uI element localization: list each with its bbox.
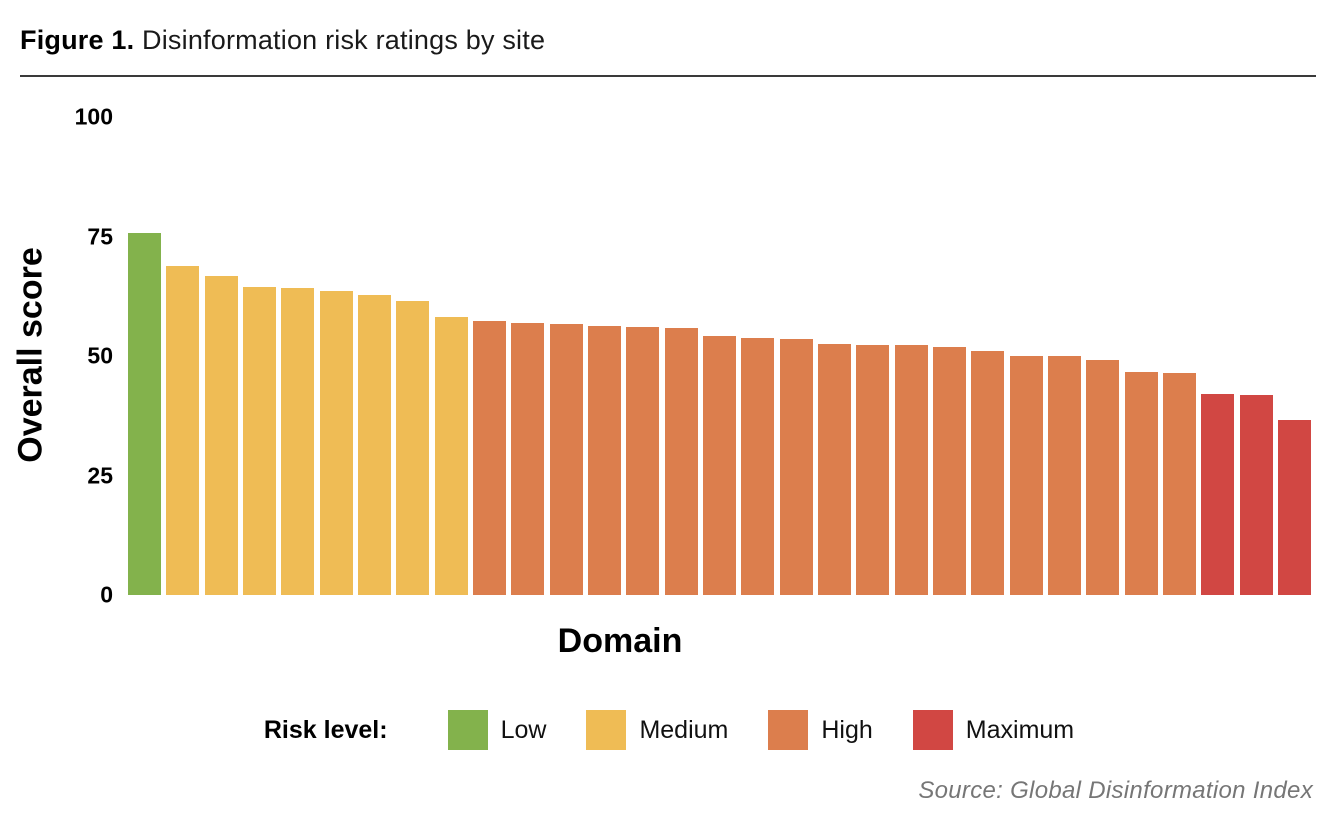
bar bbox=[434, 317, 468, 595]
bar bbox=[396, 300, 430, 595]
bar bbox=[856, 344, 890, 595]
bar bbox=[1162, 372, 1196, 595]
bar bbox=[664, 328, 698, 595]
y-tick-label-0: 0 bbox=[100, 581, 113, 608]
legend-item-medium: Medium bbox=[586, 710, 728, 750]
bar bbox=[1277, 419, 1311, 595]
legend-label-low: Low bbox=[500, 715, 547, 744]
y-tick-label-75: 75 bbox=[87, 223, 113, 249]
figure-number: Figure 1. bbox=[20, 25, 143, 55]
bar bbox=[242, 286, 276, 595]
bar bbox=[971, 350, 1005, 595]
bar-plot-area bbox=[128, 117, 1311, 595]
bar bbox=[779, 339, 813, 595]
bar bbox=[1124, 371, 1158, 595]
bar bbox=[1239, 394, 1273, 595]
bar bbox=[1086, 359, 1120, 595]
bar bbox=[281, 287, 315, 595]
source-credit: Source: Global Disinformation Index bbox=[918, 777, 1313, 804]
bar bbox=[549, 324, 583, 595]
title-divider bbox=[20, 75, 1316, 77]
legend-swatch-high bbox=[768, 710, 809, 750]
bar bbox=[1047, 356, 1081, 595]
bar bbox=[1009, 355, 1043, 595]
bar bbox=[741, 338, 775, 595]
y-tick-label-100: 100 bbox=[74, 103, 113, 130]
legend-swatch-maximum bbox=[912, 710, 953, 750]
bar bbox=[932, 346, 966, 595]
bar bbox=[511, 322, 545, 595]
legend-swatch-low bbox=[447, 710, 488, 750]
x-axis-title: Domain bbox=[557, 622, 683, 660]
bar bbox=[587, 326, 621, 595]
legend-item-maximum: Maximum bbox=[912, 710, 1075, 750]
bar bbox=[702, 336, 736, 595]
bar bbox=[357, 295, 391, 595]
bar bbox=[894, 345, 928, 595]
legend-title: Risk level: bbox=[263, 715, 388, 744]
risk-legend: Risk level: Low Medium High Maximum bbox=[0, 710, 1338, 750]
legend-label-high: High bbox=[821, 715, 873, 744]
bar bbox=[472, 320, 506, 595]
bar bbox=[817, 343, 851, 595]
bar bbox=[626, 327, 660, 595]
y-tick-label-50: 50 bbox=[87, 342, 113, 369]
figure-title: Figure 1. Disinformation risk ratings by… bbox=[20, 24, 545, 56]
bar bbox=[319, 290, 353, 595]
bar bbox=[128, 232, 161, 595]
figure-title-text: Disinformation risk ratings by site bbox=[142, 25, 546, 55]
legend-item-low: Low bbox=[447, 710, 547, 750]
bar bbox=[1201, 393, 1235, 595]
legend-swatch-medium bbox=[586, 710, 627, 750]
bar bbox=[204, 275, 238, 595]
y-axis-ticks: 100 75 50 25 0 bbox=[0, 104, 113, 608]
bar bbox=[166, 265, 200, 595]
legend-label-medium: Medium bbox=[639, 715, 729, 744]
y-tick-label-25: 25 bbox=[87, 462, 113, 488]
legend-item-high: High bbox=[768, 710, 873, 750]
legend-label-maximum: Maximum bbox=[965, 715, 1075, 744]
